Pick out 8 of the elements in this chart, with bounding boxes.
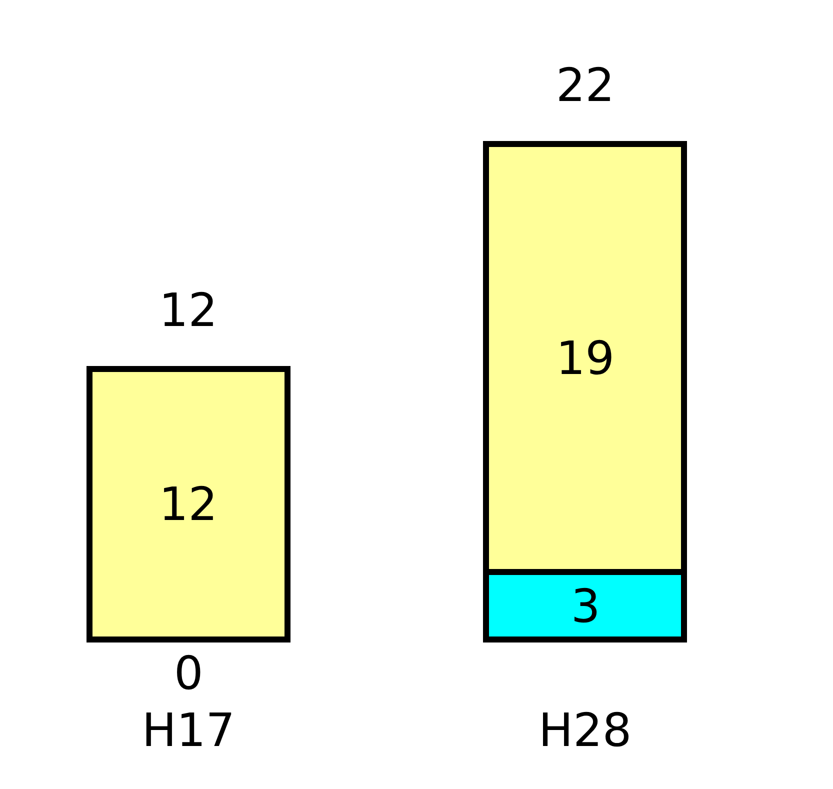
total-label: 22 bbox=[556, 58, 615, 112]
data-label: 19 bbox=[556, 331, 615, 385]
total-label: 12 bbox=[159, 283, 218, 337]
data-label: 12 bbox=[159, 477, 218, 531]
x-tick-label: H28 bbox=[538, 703, 632, 757]
annotation: 0 bbox=[174, 646, 204, 700]
data-label: 3 bbox=[571, 579, 600, 633]
x-tick-label: H17 bbox=[142, 703, 236, 757]
